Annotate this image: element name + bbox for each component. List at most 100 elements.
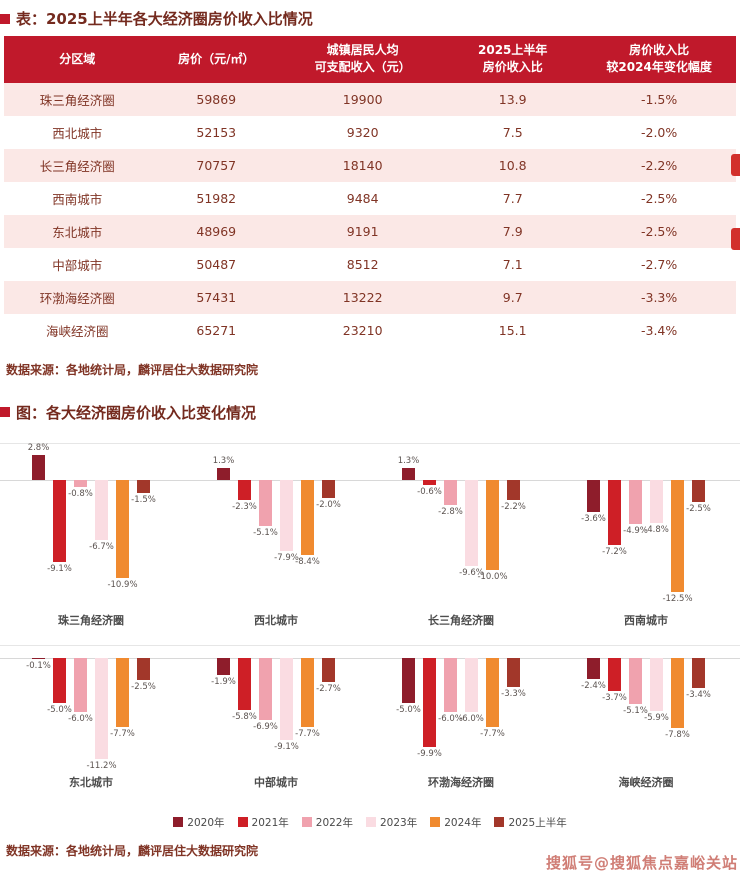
table-cell: -2.2% xyxy=(640,157,678,173)
bar-value-label: 1.3% xyxy=(212,456,235,467)
legend-label: 2020年 xyxy=(187,816,225,829)
table-cell: 50487 xyxy=(196,256,237,272)
bar xyxy=(465,657,478,712)
bar-value-label: -4.9% xyxy=(623,525,648,536)
bar-value-label: -3.3% xyxy=(501,689,526,700)
table-cell: 9.7 xyxy=(502,289,523,305)
bar-value-label: -6.0% xyxy=(459,713,484,724)
table-header-row: 分区域 房价（元/㎡） 城镇居民人均 可支配收入（元） 2025上半年 房价收入比 房价收入… xyxy=(4,36,736,83)
bar-value-label: -5.8% xyxy=(232,711,257,722)
chart-group-label: 东北城市 xyxy=(69,775,113,789)
zero-axis-line xyxy=(0,657,740,659)
table-cell: 18140 xyxy=(342,157,383,173)
watermark: 搜狐号@搜狐焦点嘉峪关站 xyxy=(545,854,738,872)
bar xyxy=(402,468,415,480)
bar-value-label: -3.7% xyxy=(602,693,627,704)
bar-value-label: -0.1% xyxy=(26,660,51,671)
table-header-cell: 2025上半年 房价收入比 xyxy=(443,36,583,83)
table-cell: 57431 xyxy=(196,289,237,305)
bar xyxy=(301,657,314,728)
bar-value-label: -4.8% xyxy=(644,524,669,535)
table-cell: 长三角经济圈 xyxy=(39,158,115,174)
bar-value-label: -0.8% xyxy=(68,488,93,499)
bar xyxy=(217,657,230,675)
bar xyxy=(116,657,129,728)
chart-source: 数据来源：各地统计局，麟评居住大数据研究院 xyxy=(6,843,259,858)
bar xyxy=(322,657,335,683)
legend-swatch-icon xyxy=(366,817,376,828)
table-cell: 51982 xyxy=(196,190,237,206)
table-header-cell: 城镇居民人均 可支配收入（元） xyxy=(282,36,444,83)
bar xyxy=(95,479,108,541)
table-header: 分区域 房价（元/㎡） 城镇居民人均 可支配收入（元） 2025上半年 房价收入比 房价收入… xyxy=(4,36,736,83)
legend-item: 2022年 xyxy=(301,815,353,830)
table-cell: 9191 xyxy=(346,223,379,239)
legend-item: 2023年 xyxy=(366,815,417,830)
bar xyxy=(423,479,436,486)
table-row: 西北城市 52153 9320 7.5 -2.0% xyxy=(4,116,736,149)
bar xyxy=(507,479,520,500)
bar xyxy=(465,479,478,567)
bar xyxy=(53,657,66,703)
chart-group-label: 环渤海经济圈 xyxy=(428,775,494,789)
bar xyxy=(74,479,87,487)
table-cell: -2.5% xyxy=(640,190,678,206)
table-cell: 70757 xyxy=(196,157,237,173)
table-cell: -3.3% xyxy=(640,289,678,305)
bar-value-label: -1.5% xyxy=(131,495,156,506)
bar-value-label: -2.5% xyxy=(131,682,156,693)
bar xyxy=(629,657,642,704)
table-header-cell: 房价收入比 较2024年变化幅度 xyxy=(582,36,736,83)
bar xyxy=(74,657,87,712)
legend-swatch-icon xyxy=(301,817,312,828)
bar xyxy=(629,479,642,524)
table-cell: 中部城市 xyxy=(52,257,103,273)
chart-row-top: 2.8% -9.1% -0.8% -6.7% -10.9% -1.5% 珠三角经济圈 1.3%… xyxy=(0,443,740,635)
table-cell: 65271 xyxy=(196,322,237,338)
bar-value-label: -8.4% xyxy=(295,557,320,568)
bar xyxy=(587,657,600,680)
legend-label: 2022年 xyxy=(315,816,353,829)
mini-chart: -5.0% -9.9% -6.0% -6.0% -7.7% -3.3% 环渤海经济圈 xyxy=(370,646,555,797)
bar xyxy=(301,479,314,556)
red-square-bullet-icon xyxy=(0,407,10,418)
bar xyxy=(608,657,621,692)
mini-chart: 1.3% -2.3% -5.1% -7.9% -8.4% -2.0% 西北城市 xyxy=(185,444,370,635)
bar xyxy=(486,479,499,570)
bar-value-label: -12.5% xyxy=(662,594,693,605)
bar-value-label: -7.7% xyxy=(480,729,505,740)
table-cell: 13222 xyxy=(342,289,383,305)
mini-chart: -1.9% -5.8% -6.9% -9.1% -7.7% -2.7% 中部城市 xyxy=(185,646,370,797)
bar-value-label: -10.9% xyxy=(107,579,138,590)
bar-value-label: -6.7% xyxy=(89,542,114,553)
table-row: 中部城市 50487 8512 7.1 -2.7% xyxy=(4,248,736,281)
table-cell: 9484 xyxy=(346,190,379,206)
bar xyxy=(671,479,684,593)
bar-value-label: -9.9% xyxy=(417,748,442,759)
bar-value-label: -6.9% xyxy=(253,721,278,732)
bar-value-label: -3.6% xyxy=(581,514,606,525)
bar-value-label: -6.0% xyxy=(438,713,463,724)
legend-label: 2021年 xyxy=(251,816,289,829)
bar xyxy=(671,657,684,728)
table-cell: -2.0% xyxy=(640,124,678,140)
chart-group-label: 西北城市 xyxy=(254,613,298,627)
bar xyxy=(137,657,150,681)
bar-value-label: -2.3% xyxy=(232,502,257,513)
bar xyxy=(650,657,663,711)
bar xyxy=(423,657,436,747)
bar-value-label: -7.8% xyxy=(665,729,690,740)
chart-group-label: 中部城市 xyxy=(254,775,298,789)
bar-value-label: -6.0% xyxy=(68,713,93,724)
mini-chart: 2.8% -9.1% -0.8% -6.7% -10.9% -1.5% 珠三角经济圈 xyxy=(0,443,185,635)
bar-value-label: -2.2% xyxy=(501,501,526,512)
bar-value-label: -7.9% xyxy=(274,552,299,563)
bar xyxy=(587,479,600,513)
zero-axis-line xyxy=(0,479,740,481)
legend-swatch-icon xyxy=(430,817,441,828)
chart-section-title: 图：各大经济圈房价收入比变化情况 xyxy=(0,402,740,423)
table-cell: 珠三角经济圈 xyxy=(39,92,115,108)
bar-value-label: -2.7% xyxy=(316,684,341,695)
bar xyxy=(95,657,108,759)
bar xyxy=(238,479,251,501)
